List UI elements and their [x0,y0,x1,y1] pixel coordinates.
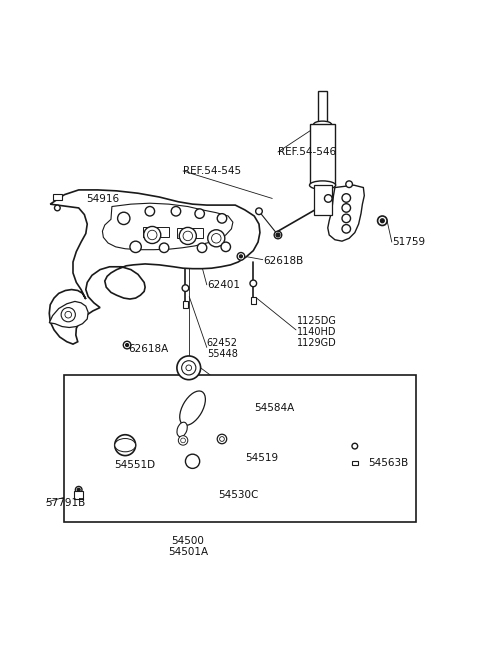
Text: 62618A: 62618A [129,344,169,354]
Circle shape [120,440,131,451]
Ellipse shape [313,121,332,128]
Circle shape [145,206,155,216]
Bar [178,228,204,238]
Circle shape [274,231,282,239]
Bar [183,301,188,308]
Polygon shape [104,374,222,466]
Bar [251,297,256,304]
Text: 62618B: 62618B [264,256,304,266]
Text: 54584A: 54584A [254,403,295,413]
Bar [143,227,169,237]
Text: REF.54-546: REF.54-546 [278,147,336,157]
Circle shape [118,212,130,225]
Bar [313,185,332,215]
Circle shape [61,308,75,322]
Text: 62401: 62401 [207,280,240,290]
Bar [352,461,358,465]
Circle shape [180,438,185,443]
Bar [318,91,327,124]
Bar [53,194,62,200]
Polygon shape [188,470,197,494]
Text: REF.54-545: REF.54-545 [183,166,241,176]
Bar [310,124,335,185]
Circle shape [212,234,221,243]
Circle shape [179,227,196,244]
Polygon shape [328,185,364,241]
Circle shape [177,356,201,380]
Circle shape [147,231,157,240]
Circle shape [130,241,141,253]
Circle shape [159,243,169,253]
Circle shape [217,214,227,223]
Circle shape [342,225,350,233]
Circle shape [217,434,227,443]
Circle shape [352,443,358,449]
Circle shape [240,255,242,258]
Ellipse shape [310,181,336,189]
Text: 54916: 54916 [86,195,119,204]
Circle shape [126,344,129,346]
Circle shape [378,216,387,225]
Circle shape [219,437,224,441]
Ellipse shape [180,391,205,425]
Circle shape [183,231,192,240]
Text: 54500
54501A: 54500 54501A [168,536,208,557]
Circle shape [123,341,131,349]
Polygon shape [49,301,88,328]
Bar [63,375,416,522]
Text: 54563B: 54563B [368,458,408,468]
Circle shape [256,208,262,215]
Circle shape [250,280,257,287]
Circle shape [77,489,80,491]
Circle shape [197,243,207,253]
Circle shape [179,436,188,445]
Circle shape [342,204,350,212]
Text: 54530C: 54530C [219,489,259,500]
Text: 54551D: 54551D [114,460,156,470]
Circle shape [342,194,350,202]
Polygon shape [102,203,233,250]
Circle shape [221,242,230,252]
Circle shape [195,209,204,218]
Circle shape [182,285,189,291]
Text: 1125DG
1140HD
1129GD: 1125DG 1140HD 1129GD [297,316,337,348]
Text: 57791B: 57791B [46,498,86,508]
Circle shape [381,219,384,223]
Text: 54519: 54519 [245,453,278,463]
Circle shape [346,181,352,187]
Circle shape [75,487,82,493]
Circle shape [324,195,332,202]
Circle shape [186,365,192,371]
Ellipse shape [115,438,136,452]
Text: 51759: 51759 [392,237,425,247]
Circle shape [171,206,180,216]
Circle shape [65,311,72,318]
Text: 62452
55448: 62452 55448 [207,339,238,359]
Circle shape [181,361,196,375]
Circle shape [185,454,200,468]
Circle shape [144,227,161,244]
Polygon shape [49,190,260,344]
Bar [74,491,84,499]
Circle shape [208,230,225,247]
Circle shape [115,435,136,456]
Circle shape [237,253,245,260]
Circle shape [55,205,60,211]
Circle shape [342,214,350,223]
Circle shape [276,233,280,237]
Ellipse shape [177,422,187,437]
